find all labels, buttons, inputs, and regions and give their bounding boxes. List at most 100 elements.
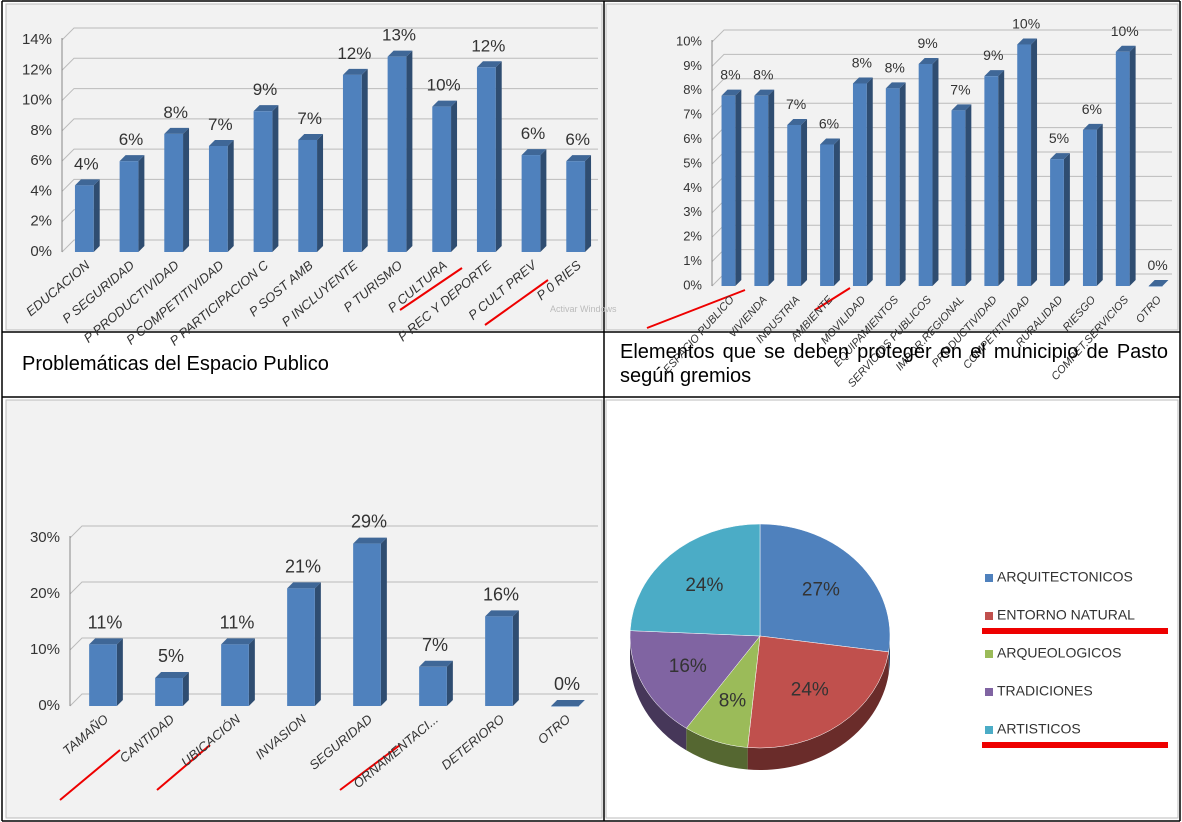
bar bbox=[820, 138, 840, 286]
pie-slice bbox=[629, 630, 761, 729]
pie-slice bbox=[747, 635, 889, 749]
data-label: 8% bbox=[720, 67, 740, 83]
data-label: 16% bbox=[669, 656, 707, 677]
data-label: 11% bbox=[220, 612, 255, 632]
bar bbox=[885, 82, 906, 286]
grid-line bbox=[69, 525, 598, 539]
legend-underlines bbox=[982, 628, 1168, 748]
data-label: 5% bbox=[1049, 130, 1069, 146]
data-label: 21% bbox=[285, 556, 321, 576]
data-label: 11% bbox=[88, 612, 123, 632]
bar bbox=[74, 179, 100, 252]
y-tick-label: 30% bbox=[30, 529, 60, 546]
grid-line bbox=[61, 209, 598, 223]
grid-line bbox=[61, 27, 598, 41]
bar bbox=[221, 638, 255, 706]
y-tick-label: 6% bbox=[30, 152, 52, 169]
data-label: 12% bbox=[471, 36, 505, 55]
data-label: 6% bbox=[819, 115, 839, 131]
data-label: 6% bbox=[565, 130, 590, 149]
y-tick-label: 4% bbox=[30, 182, 52, 199]
data-label: 7% bbox=[950, 81, 970, 97]
bar bbox=[208, 140, 234, 252]
y-tick-label: 4% bbox=[683, 180, 702, 195]
caption: Problemáticas del Espacio Publico bbox=[22, 353, 329, 375]
bar bbox=[119, 155, 145, 252]
bar bbox=[1082, 123, 1103, 286]
grid-line bbox=[61, 148, 598, 162]
data-label: 13% bbox=[382, 26, 416, 45]
y-tick-label: 14% bbox=[22, 31, 52, 48]
legend-label: ARTISTICOS bbox=[997, 721, 1081, 737]
y-tick-label: 12% bbox=[22, 61, 52, 78]
bar bbox=[1017, 38, 1038, 286]
bar bbox=[551, 700, 585, 707]
bar bbox=[432, 100, 458, 252]
data-label: 8% bbox=[753, 67, 773, 83]
y-tick-label: 8% bbox=[30, 122, 52, 139]
data-label: 5% bbox=[158, 646, 184, 666]
data-label: 24% bbox=[791, 680, 829, 701]
data-label: 10% bbox=[427, 76, 461, 95]
y-tick-label: 2% bbox=[683, 229, 702, 244]
bar bbox=[342, 68, 368, 252]
data-label: 8% bbox=[885, 59, 905, 75]
data-label: 8% bbox=[852, 54, 872, 70]
legend-swatch bbox=[985, 650, 993, 658]
y-tick-label: 10% bbox=[676, 33, 702, 48]
data-label: 6% bbox=[521, 124, 546, 143]
data-label: 27% bbox=[802, 580, 840, 601]
bar bbox=[353, 537, 387, 706]
bar bbox=[387, 50, 413, 253]
legend-swatch bbox=[985, 574, 993, 582]
bar bbox=[721, 89, 742, 287]
data-label: 24% bbox=[685, 575, 723, 596]
data-label: 8% bbox=[719, 690, 747, 711]
legend-swatch bbox=[985, 688, 993, 696]
watermark: Activar Windows bbox=[550, 304, 617, 314]
legend-label: TRADICIONES bbox=[997, 683, 1093, 699]
grid-line bbox=[61, 239, 598, 253]
data-label: 29% bbox=[351, 512, 387, 532]
data-label: 10% bbox=[1012, 15, 1040, 31]
data-label: 7% bbox=[208, 115, 233, 134]
caption: Elementos que se deben proteger en el mu… bbox=[620, 341, 1168, 387]
legend-label: ARQUITECTONICOS bbox=[997, 569, 1133, 585]
y-tick-label: 2% bbox=[30, 213, 52, 230]
y-tick-label: 0% bbox=[30, 243, 52, 260]
pie-slice bbox=[629, 523, 761, 637]
y-tick-label: 8% bbox=[683, 82, 702, 97]
bar bbox=[1115, 45, 1136, 287]
y-tick-label: 0% bbox=[683, 277, 702, 292]
y-tick-label: 9% bbox=[683, 58, 702, 73]
bar bbox=[754, 89, 775, 287]
bar bbox=[164, 127, 190, 252]
bar bbox=[521, 149, 547, 252]
bar bbox=[852, 77, 873, 286]
bar bbox=[787, 118, 808, 287]
legend-label: ARQUEOLOGICOS bbox=[997, 645, 1121, 661]
bar bbox=[951, 104, 972, 286]
pie-side bbox=[747, 651, 889, 770]
grid-line bbox=[61, 118, 598, 132]
data-label: 0% bbox=[1147, 257, 1167, 273]
bar bbox=[253, 105, 279, 253]
data-label: 6% bbox=[119, 130, 144, 149]
data-label: 9% bbox=[253, 80, 278, 99]
bar bbox=[984, 70, 1005, 286]
y-tick-label: 0% bbox=[38, 697, 60, 714]
grid-line bbox=[61, 57, 598, 71]
y-tick-label: 10% bbox=[30, 641, 60, 658]
bar bbox=[476, 61, 502, 252]
bar bbox=[419, 660, 453, 706]
data-label: 10% bbox=[1111, 23, 1139, 39]
data-label: 12% bbox=[337, 44, 371, 63]
pie-side bbox=[630, 636, 687, 751]
legend-label: ENTORNO NATURAL bbox=[997, 607, 1135, 623]
grid-line bbox=[61, 178, 598, 192]
y-tick-label: 1% bbox=[683, 253, 702, 268]
data-label: 0% bbox=[554, 674, 580, 694]
data-label: 8% bbox=[163, 103, 188, 122]
